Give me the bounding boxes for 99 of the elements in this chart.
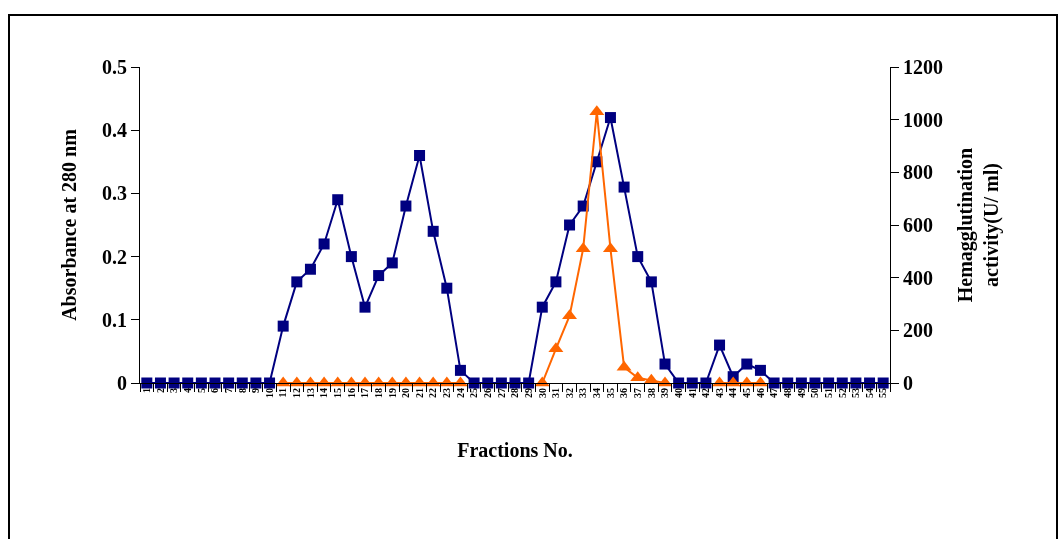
x-tick-label: 16 [345, 388, 357, 398]
x-tick-label: 11 [277, 388, 289, 398]
x-tick-label: 36 [618, 388, 630, 398]
point [441, 282, 453, 294]
x-tick-label: 1 [141, 388, 153, 393]
point [536, 301, 548, 313]
y-tick-label: 0 [117, 372, 127, 394]
x-tick-label: 8 [236, 388, 248, 393]
x-tick-label: 41 [686, 388, 698, 398]
x-tick-label: 32 [563, 388, 575, 398]
x-tick-label: 5 [195, 388, 207, 393]
x-tick-label: 18 [372, 388, 384, 398]
y-tick-label: 0.1 [102, 308, 127, 331]
y2-tick-label: 1000 [903, 108, 943, 131]
x-tick-label: 19 [386, 388, 398, 398]
x-tick-label: 29 [522, 388, 534, 398]
point [318, 238, 330, 250]
x-tick-label: 23 [441, 388, 453, 398]
x-tick-label: 4 [181, 388, 193, 393]
x-tick-label: 44 [727, 388, 739, 398]
point [659, 358, 671, 370]
point [373, 270, 385, 282]
x-tick-label: 34 [591, 388, 603, 398]
x-tick-label: 10 [263, 388, 275, 398]
point [564, 219, 576, 231]
point [454, 364, 466, 376]
x-tick-label: 17 [359, 388, 371, 398]
y2-tick-label: 400 [903, 266, 933, 289]
x-tick-label: 47 [768, 388, 780, 398]
point [427, 225, 439, 237]
x-tick-label: 33 [577, 388, 589, 398]
point [400, 200, 412, 212]
x-axis-title: Fractions No. [457, 438, 573, 461]
x-tick-label: 22 [427, 388, 439, 398]
x-tick-label: 48 [781, 388, 793, 398]
x-tick-label: 45 [741, 388, 753, 398]
point [645, 276, 657, 288]
x-tick-label: 31 [550, 388, 562, 398]
point [714, 339, 726, 351]
y2-tick-label: 0 [903, 372, 913, 394]
x-tick-label: 40 [672, 388, 684, 398]
x-tick-label: 25 [468, 388, 480, 398]
x-tick-label: 51 [822, 388, 834, 398]
y2-tick-label: 600 [903, 214, 933, 236]
point [291, 276, 303, 288]
x-tick-label: 6 [209, 388, 221, 393]
x-tick-label: 14 [318, 388, 330, 398]
x-tick-label: 12 [291, 388, 303, 398]
x-tick-label: 9 [250, 388, 262, 393]
x-tick-label: 28 [509, 388, 521, 398]
x-tick-label: 35 [604, 388, 616, 398]
point [386, 257, 398, 269]
point [686, 377, 698, 389]
x-tick-label: 43 [713, 388, 725, 398]
x-tick-label: 30 [536, 388, 548, 398]
x-tick-label: 53 [850, 388, 862, 398]
y-axis-title: Absorbance at 280 nm [57, 128, 80, 321]
x-tick-label: 38 [645, 388, 657, 398]
x-tick-label: 46 [754, 388, 766, 398]
y-tick-label: 0.5 [102, 56, 127, 78]
x-tick-label: 39 [659, 388, 671, 398]
point [414, 149, 426, 161]
y2-axis-title: Hemagglutination activity(U/ ml) [953, 147, 1003, 303]
point [604, 112, 616, 124]
x-tick-label: 26 [481, 388, 493, 398]
y2-tick-label: 200 [903, 319, 933, 342]
x-tick-label: 2 [154, 388, 166, 393]
x-tick-label: 27 [495, 388, 507, 398]
x-tick-label: 49 [795, 388, 807, 398]
point [632, 251, 644, 263]
y2-tick-label: 800 [903, 161, 933, 184]
x-tick-label: 52 [836, 388, 848, 398]
x-tick-label: 21 [413, 388, 425, 398]
point [277, 320, 289, 332]
point [550, 276, 562, 288]
x-tick-label: 50 [809, 388, 821, 398]
x-tick-label: 42 [700, 388, 712, 398]
x-tick-label: 54 [863, 388, 875, 398]
x-tick-label: 24 [454, 388, 466, 398]
point [304, 263, 316, 275]
y-tick-label: 0.2 [102, 245, 127, 268]
point [754, 364, 766, 376]
x-tick-label: 13 [304, 388, 316, 398]
point [345, 251, 357, 263]
x-tick-label: 7 [222, 388, 234, 393]
y-tick-label: 0.3 [102, 182, 127, 205]
point [141, 377, 153, 389]
y2-tick-label: 1200 [903, 56, 943, 78]
x-tick-label: 37 [631, 388, 643, 398]
x-tick-label: 55 [877, 388, 889, 398]
y-tick-label: 0.4 [102, 119, 127, 142]
point [823, 377, 835, 389]
point [359, 301, 371, 313]
x-tick-label: 15 [331, 388, 343, 398]
point [741, 358, 753, 370]
point [332, 194, 344, 206]
x-tick-label: 3 [168, 388, 180, 393]
point [618, 181, 630, 193]
x-tick-label: 20 [400, 388, 412, 398]
